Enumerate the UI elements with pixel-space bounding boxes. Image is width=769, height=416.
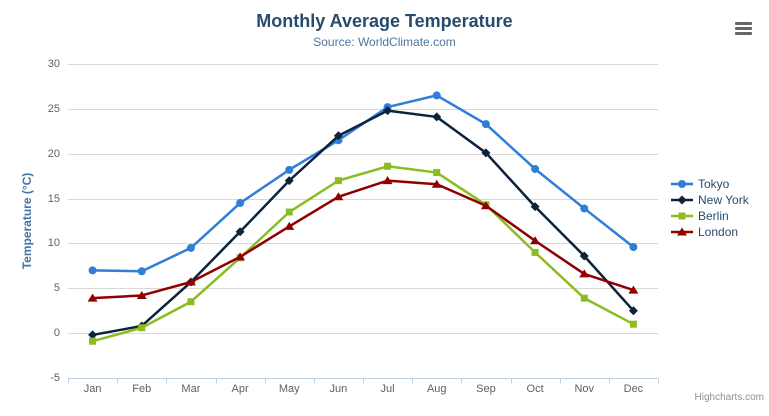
data-point-marker[interactable] bbox=[88, 266, 97, 275]
legend-item-london[interactable]: London bbox=[671, 224, 749, 240]
data-point-marker[interactable] bbox=[579, 269, 590, 278]
x-axis-label: Mar bbox=[181, 383, 201, 395]
data-point-marker[interactable] bbox=[530, 202, 540, 212]
data-point-marker[interactable] bbox=[235, 227, 245, 237]
data-point-marker[interactable] bbox=[186, 243, 195, 252]
y-axis-label: 25 bbox=[47, 102, 60, 115]
data-point-marker[interactable] bbox=[383, 106, 393, 116]
data-point-marker[interactable] bbox=[137, 267, 146, 276]
data-point-marker[interactable] bbox=[333, 131, 343, 141]
data-point-marker[interactable] bbox=[284, 176, 294, 186]
series-line[interactable] bbox=[91, 165, 635, 343]
data-point-marker[interactable] bbox=[628, 285, 639, 294]
chart-subtitle: Source: WorldClimate.com bbox=[313, 35, 456, 49]
x-axis-label: Aug bbox=[426, 383, 447, 395]
data-point-marker[interactable] bbox=[629, 243, 638, 252]
data-point-marker[interactable] bbox=[431, 179, 442, 188]
credits-link[interactable]: Highcharts.com bbox=[694, 392, 764, 403]
y-axis-title: Temperature (°C) bbox=[20, 172, 34, 270]
data-point-marker[interactable] bbox=[678, 180, 686, 188]
data-point-marker[interactable] bbox=[432, 112, 442, 122]
x-axis-label: Jul bbox=[380, 383, 395, 395]
data-point-marker[interactable] bbox=[333, 192, 344, 201]
legend-item-label: Berlin bbox=[698, 209, 729, 223]
data-point-marker[interactable] bbox=[481, 148, 491, 158]
data-point-marker[interactable] bbox=[480, 201, 491, 210]
x-axis-label: Jan bbox=[83, 383, 102, 395]
data-point-marker[interactable] bbox=[284, 221, 295, 230]
x-axis-label: Jun bbox=[329, 383, 348, 395]
legend: Tokyo New York Berlin London bbox=[671, 176, 749, 240]
data-point-marker[interactable] bbox=[678, 212, 686, 220]
data-point-marker[interactable] bbox=[89, 337, 97, 345]
data-point-marker[interactable] bbox=[481, 120, 490, 129]
data-point-marker[interactable] bbox=[629, 320, 637, 328]
data-point-marker[interactable] bbox=[187, 298, 195, 306]
data-point-marker[interactable] bbox=[88, 330, 98, 340]
series-line[interactable] bbox=[91, 94, 635, 273]
hamburger-icon bbox=[734, 26, 752, 30]
x-axis-label: Sep bbox=[476, 383, 496, 395]
series-new-york[interactable] bbox=[88, 106, 638, 340]
legend-marker-icon bbox=[671, 180, 693, 188]
y-axis-label: 15 bbox=[47, 192, 60, 205]
data-point-marker[interactable] bbox=[677, 227, 687, 236]
legend-marker-icon bbox=[671, 227, 693, 236]
data-point-marker[interactable] bbox=[433, 169, 441, 177]
data-point-marker[interactable] bbox=[628, 306, 638, 316]
data-point-marker[interactable] bbox=[285, 208, 293, 216]
series-london[interactable] bbox=[87, 176, 639, 302]
data-point-marker[interactable] bbox=[530, 236, 541, 245]
data-point-marker[interactable] bbox=[432, 91, 441, 100]
data-point-marker[interactable] bbox=[579, 251, 589, 261]
legend-item-tokyo[interactable]: Tokyo bbox=[671, 176, 749, 192]
y-axis-label: 20 bbox=[47, 147, 60, 160]
x-axis-label: Dec bbox=[623, 383, 644, 395]
x-axis-label: Nov bbox=[574, 383, 595, 395]
data-point-marker[interactable] bbox=[136, 290, 147, 299]
legend-item-label: London bbox=[698, 225, 739, 239]
data-point-marker[interactable] bbox=[87, 293, 98, 302]
data-point-marker[interactable] bbox=[384, 162, 392, 170]
data-point-marker[interactable] bbox=[334, 177, 342, 185]
x-axis-label: Feb bbox=[132, 383, 152, 395]
series-line[interactable] bbox=[91, 109, 635, 337]
series-line[interactable] bbox=[91, 179, 635, 300]
data-point-marker[interactable] bbox=[580, 204, 589, 213]
data-point-marker[interactable] bbox=[138, 324, 146, 332]
data-point-marker[interactable] bbox=[531, 164, 540, 173]
x-axis-label: Apr bbox=[231, 383, 249, 395]
chart-title: Monthly Average Temperature bbox=[256, 11, 513, 31]
export-menu-button[interactable] bbox=[732, 18, 754, 38]
data-point-marker[interactable] bbox=[235, 252, 246, 261]
y-axis-label: 30 bbox=[47, 58, 60, 70]
series-tokyo[interactable] bbox=[88, 91, 638, 276]
legend-item-label: New York bbox=[698, 193, 749, 207]
data-point-marker[interactable] bbox=[677, 195, 687, 205]
data-point-marker[interactable] bbox=[185, 277, 196, 286]
y-axis-label: 0 bbox=[53, 327, 60, 340]
legend-marker-icon bbox=[671, 195, 693, 205]
legend-item-label: Tokyo bbox=[698, 177, 730, 191]
legend-marker-icon bbox=[671, 212, 693, 220]
y-axis-label: -5 bbox=[50, 372, 60, 384]
data-point-marker[interactable] bbox=[382, 176, 393, 185]
data-point-marker[interactable] bbox=[531, 248, 539, 256]
data-point-marker[interactable] bbox=[580, 294, 588, 302]
legend-item-new-york[interactable]: New York bbox=[671, 192, 749, 208]
y-axis-label: 10 bbox=[47, 237, 60, 250]
y-axis-label: 5 bbox=[53, 282, 60, 295]
x-axis-label: Oct bbox=[526, 383, 544, 395]
legend-item-berlin[interactable]: Berlin bbox=[671, 208, 749, 224]
x-axis-label: May bbox=[278, 383, 300, 395]
hamburger-icon bbox=[734, 31, 752, 35]
data-point-marker[interactable] bbox=[236, 199, 245, 208]
hamburger-icon bbox=[734, 21, 752, 25]
data-point-marker[interactable] bbox=[285, 165, 294, 174]
